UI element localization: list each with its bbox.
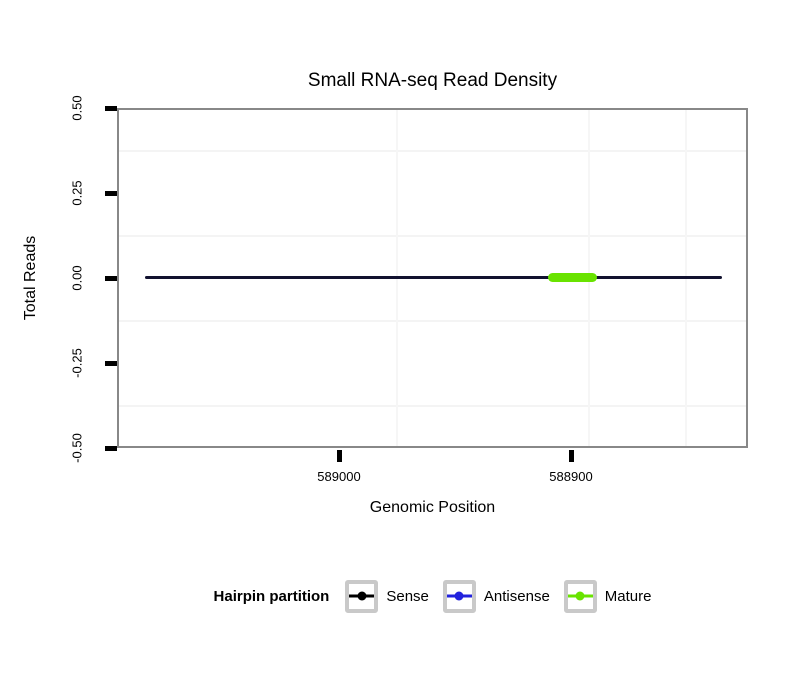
x-axis-tick <box>337 450 342 462</box>
y-axis-tick <box>105 361 117 366</box>
coverage-line-sense-antisense <box>145 276 722 279</box>
legend-label-antisense: Antisense <box>483 587 550 605</box>
y-tick-label: 0.50 <box>69 95 85 121</box>
y-axis-title: Total Reads <box>22 235 39 321</box>
legend-item-mature: Mature <box>563 579 652 613</box>
gridline-minor-horizontal <box>119 405 746 407</box>
y-axis-tick <box>105 191 117 196</box>
gridline-minor-horizontal <box>119 235 746 237</box>
pointrange-dot-icon <box>575 591 585 601</box>
legend: Hairpin partition Sense Antisense Mature <box>57 577 808 615</box>
y-tick-label: 0.00 <box>69 265 85 291</box>
gridline-minor-horizontal <box>119 320 746 322</box>
y-tick-label: -0.50 <box>69 433 85 463</box>
plot-panel <box>117 108 748 448</box>
gridline-minor-horizontal <box>119 150 746 152</box>
x-axis-title: Genomic Position <box>369 499 496 516</box>
y-axis-tick <box>105 106 117 111</box>
legend-item-antisense: Antisense <box>442 579 550 613</box>
legend-title: Hairpin partition <box>213 587 330 605</box>
legend-key-mature <box>563 579 597 613</box>
legend-key-antisense <box>442 579 476 613</box>
chart-title: Small RNA-seq Read Density <box>307 70 558 91</box>
y-axis-tick <box>105 276 117 281</box>
mature-mirna-segment <box>548 273 597 282</box>
legend-item-sense: Sense <box>345 579 429 613</box>
x-axis-tick <box>569 450 574 462</box>
legend-label-mature: Mature <box>604 587 652 605</box>
y-tick-label: 0.25 <box>69 180 85 206</box>
x-tick-label: 588900 <box>549 469 593 484</box>
pointrange-dot-icon <box>357 591 367 601</box>
legend-label-sense: Sense <box>386 587 429 605</box>
legend-key-sense <box>345 579 379 613</box>
y-tick-label: -0.25 <box>69 348 85 378</box>
x-tick-label: 589000 <box>317 469 361 484</box>
y-axis-tick <box>105 446 117 451</box>
pointrange-dot-icon <box>454 591 464 601</box>
